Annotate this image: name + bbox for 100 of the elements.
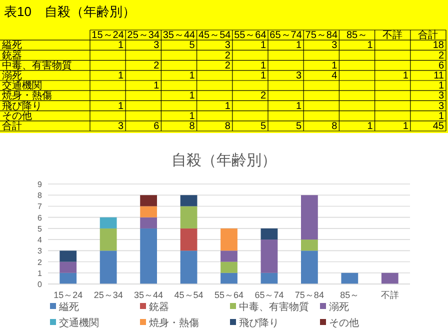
data-label: 1: [332, 60, 338, 72]
x-tick-label: 85～: [340, 290, 360, 300]
y-tick-label: 9: [38, 180, 43, 189]
legend-label: 交通機関: [59, 317, 99, 329]
y-tick-label: 合計: [2, 120, 22, 132]
x-tick-label: 55～64: [214, 290, 244, 300]
data-label: 2: [154, 60, 160, 72]
legend-label: 飛び降り: [239, 317, 279, 329]
legend-label: 焼身・熱傷: [149, 317, 199, 329]
bar: [60, 272, 77, 284]
y-tick-label: 8: [38, 191, 43, 200]
data-label: 8: [189, 121, 196, 132]
x-tick-label: 不詳: [382, 29, 403, 42]
data-label: 2: [224, 60, 231, 72]
data-label: 5: [296, 121, 302, 132]
data-label: 1: [438, 80, 444, 92]
data-label: 1: [367, 121, 374, 132]
bar: [301, 240, 318, 251]
bar: [140, 228, 157, 284]
data-label: 2: [224, 50, 231, 62]
data-label: 1: [189, 70, 196, 82]
y-tick-label: 7: [38, 202, 43, 212]
x-tick-label: 85～: [346, 30, 368, 42]
data-label: 5: [189, 40, 196, 52]
y-tick-label: 3: [38, 246, 43, 256]
data-label: 2: [438, 50, 444, 62]
x-tick-label: 合計: [418, 29, 438, 42]
legend-label: 中毒、有害物質: [239, 301, 309, 313]
y-tick-label: 中毒、有害物質: [2, 59, 72, 72]
data-label: 1: [296, 40, 302, 52]
bar: [260, 240, 278, 273]
legend-label: 銃器: [149, 301, 169, 313]
legend-label: 溺死: [329, 301, 349, 313]
data-label: 1: [367, 40, 374, 52]
data-label: 8: [224, 121, 231, 132]
x-tick-label: 不詳: [380, 290, 399, 300]
x-tick-label: 25～34: [94, 290, 123, 300]
data-label: 3: [332, 40, 338, 52]
data-label: 1: [260, 60, 266, 72]
x-tick-label: 75～84: [305, 30, 338, 42]
bar: [60, 262, 77, 273]
y-tick-label: 飛び降り: [2, 100, 42, 112]
data-label: 1: [438, 110, 444, 122]
data-label: 18: [432, 40, 444, 52]
data-label: 2: [260, 90, 266, 102]
bar: [60, 250, 77, 262]
bar: [260, 228, 278, 240]
data-label: 3: [438, 90, 444, 102]
data-label: 1: [260, 70, 266, 82]
data-label: 1: [224, 100, 231, 112]
bar: [301, 195, 318, 240]
data-label: 3: [118, 121, 124, 132]
chart-title: 自殺（年齢別）: [172, 152, 276, 169]
data-label: 1: [402, 121, 409, 132]
y-tick-label: 2: [38, 258, 43, 267]
bar: [140, 217, 157, 228]
data-label: 3: [296, 70, 302, 82]
legend-label: その他: [329, 317, 359, 329]
data-label: 5: [260, 121, 266, 132]
bar: [220, 262, 238, 273]
data-label: 3: [224, 40, 231, 52]
data-label: 3: [438, 100, 444, 112]
bar: [220, 228, 238, 251]
legend-label: 縊死: [58, 301, 79, 313]
x-tick-label: 15～24: [54, 290, 83, 300]
x-tick-label: 45～54: [198, 30, 232, 42]
y-tick-label: 銃器: [2, 49, 22, 62]
x-tick-label: 55～64: [234, 30, 267, 42]
y-tick-label: 5: [38, 224, 43, 234]
x-tick-label: 15～24: [92, 30, 124, 42]
data-label: 1: [402, 70, 409, 82]
data-label: 6: [154, 121, 160, 132]
data-label: 1: [118, 70, 124, 82]
data-label: 8: [332, 121, 338, 132]
data-label: 6: [438, 60, 444, 72]
bar: [381, 272, 398, 284]
data-label: 1: [189, 90, 196, 102]
chart-title: 表10 自殺（年齢別）: [4, 4, 136, 19]
y-tick-label: 4: [38, 236, 43, 245]
data-label: 4: [332, 70, 338, 82]
y-tick-label: 6: [38, 213, 43, 222]
x-tick-label: 35～44: [134, 290, 164, 300]
x-tick-label: 65～74: [270, 30, 302, 42]
y-tick-label: 0: [38, 280, 43, 289]
data-label: 1: [118, 40, 124, 52]
y-tick-label: 1: [38, 268, 43, 278]
x-tick-label: 25～34: [127, 30, 160, 42]
data-label: 45: [432, 121, 444, 132]
data-label: 3: [154, 40, 160, 52]
data-label: 11: [434, 70, 444, 82]
x-tick-label: 45～54: [174, 290, 204, 300]
x-tick-label: 35～44: [162, 30, 196, 42]
bar: [301, 250, 318, 284]
y-tick-label: 溺死: [2, 70, 22, 82]
data-label: 1: [296, 100, 302, 112]
x-tick-label: 65～74: [254, 290, 284, 300]
bar: [180, 195, 198, 206]
data-label: 1: [118, 100, 124, 112]
bar: [220, 272, 238, 284]
y-tick-label: その他: [2, 110, 32, 122]
